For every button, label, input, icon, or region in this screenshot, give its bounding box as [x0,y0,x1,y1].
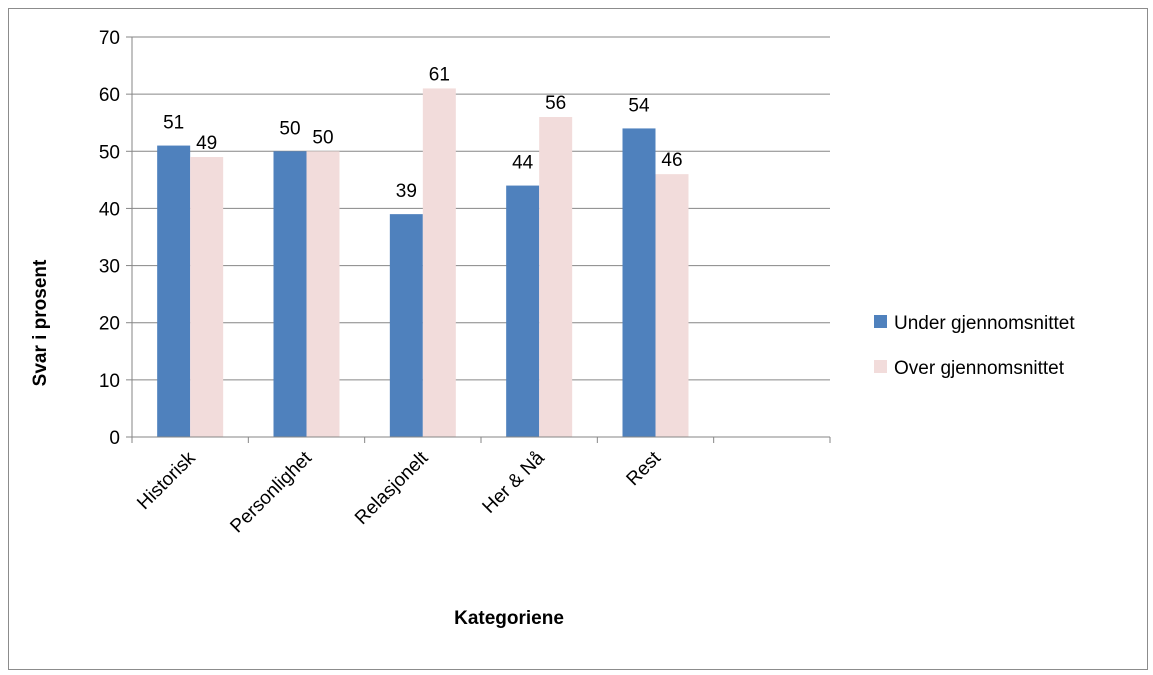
data-label: 51 [163,113,184,134]
y-tick-label: 0 [109,428,120,449]
data-label: 49 [196,133,217,154]
x-tick-labels: Historisk Personlighet Relasjonelt Her & Nå… [133,447,665,537]
gridlines [132,36,830,381]
x-tick-label: Rest [623,447,666,490]
bar-under-gjennomsnittet-rest [622,128,656,437]
x-tick-label: Personlighet [226,447,316,537]
bar-over-gjennomsnittet-personlighet [306,151,340,438]
bar-under-gjennomsnittet-personlighet [273,151,307,438]
legend: Under gjennomsnittet Over gjennomsnittet [874,313,1075,379]
data-label: 50 [279,118,300,139]
x-axis-title: Kategoriene [454,608,564,629]
data-label: 56 [545,93,566,114]
y-tick-label: 60 [99,85,120,106]
legend-label: Under gjennomsnittet [894,313,1075,334]
y-tick-label: 20 [99,314,120,335]
bar-under-gjennomsnittet-relasjonelt [389,214,423,437]
data-label: 46 [661,150,682,171]
x-tick-label: Historisk [133,447,200,514]
legend-label: Over gjennomsnittet [894,358,1065,379]
data-label: 54 [628,95,650,116]
legend-swatch [874,360,887,373]
y-tick-label: 50 [99,142,120,163]
chart-frame [8,8,1148,670]
y-tick-labels: 0 10 20 30 40 50 60 70 [99,28,120,449]
x-tick-label: Her & Nå [479,447,549,517]
axes [126,36,831,443]
legend-swatch [874,315,887,328]
bar-over-gjennomsnittet-rest [655,174,689,437]
y-tick-label: 70 [99,28,120,49]
bar-under-gjennomsnittet-her-and-na [506,185,540,437]
data-label: 61 [429,64,450,85]
data-label: 50 [312,127,333,148]
data-label: 44 [512,153,534,174]
x-tick-label: Relasjonelt [351,447,433,529]
bar-over-gjennomsnittet-relasjonelt [422,88,456,437]
y-tick-label: 40 [99,199,120,220]
bar-over-gjennomsnittet-her-and-na [539,117,573,437]
y-tick-label: 10 [99,371,120,392]
bar-over-gjennomsnittet-historisk [190,157,224,437]
data-labels: 51 49 50 50 39 61 44 56 54 46 [163,64,682,202]
bars [157,88,689,438]
bar-under-gjennomsnittet-historisk [157,145,191,438]
y-axis-title: Svar i prosent [30,259,51,386]
data-label: 39 [396,181,417,202]
y-tick-label: 30 [99,257,120,278]
